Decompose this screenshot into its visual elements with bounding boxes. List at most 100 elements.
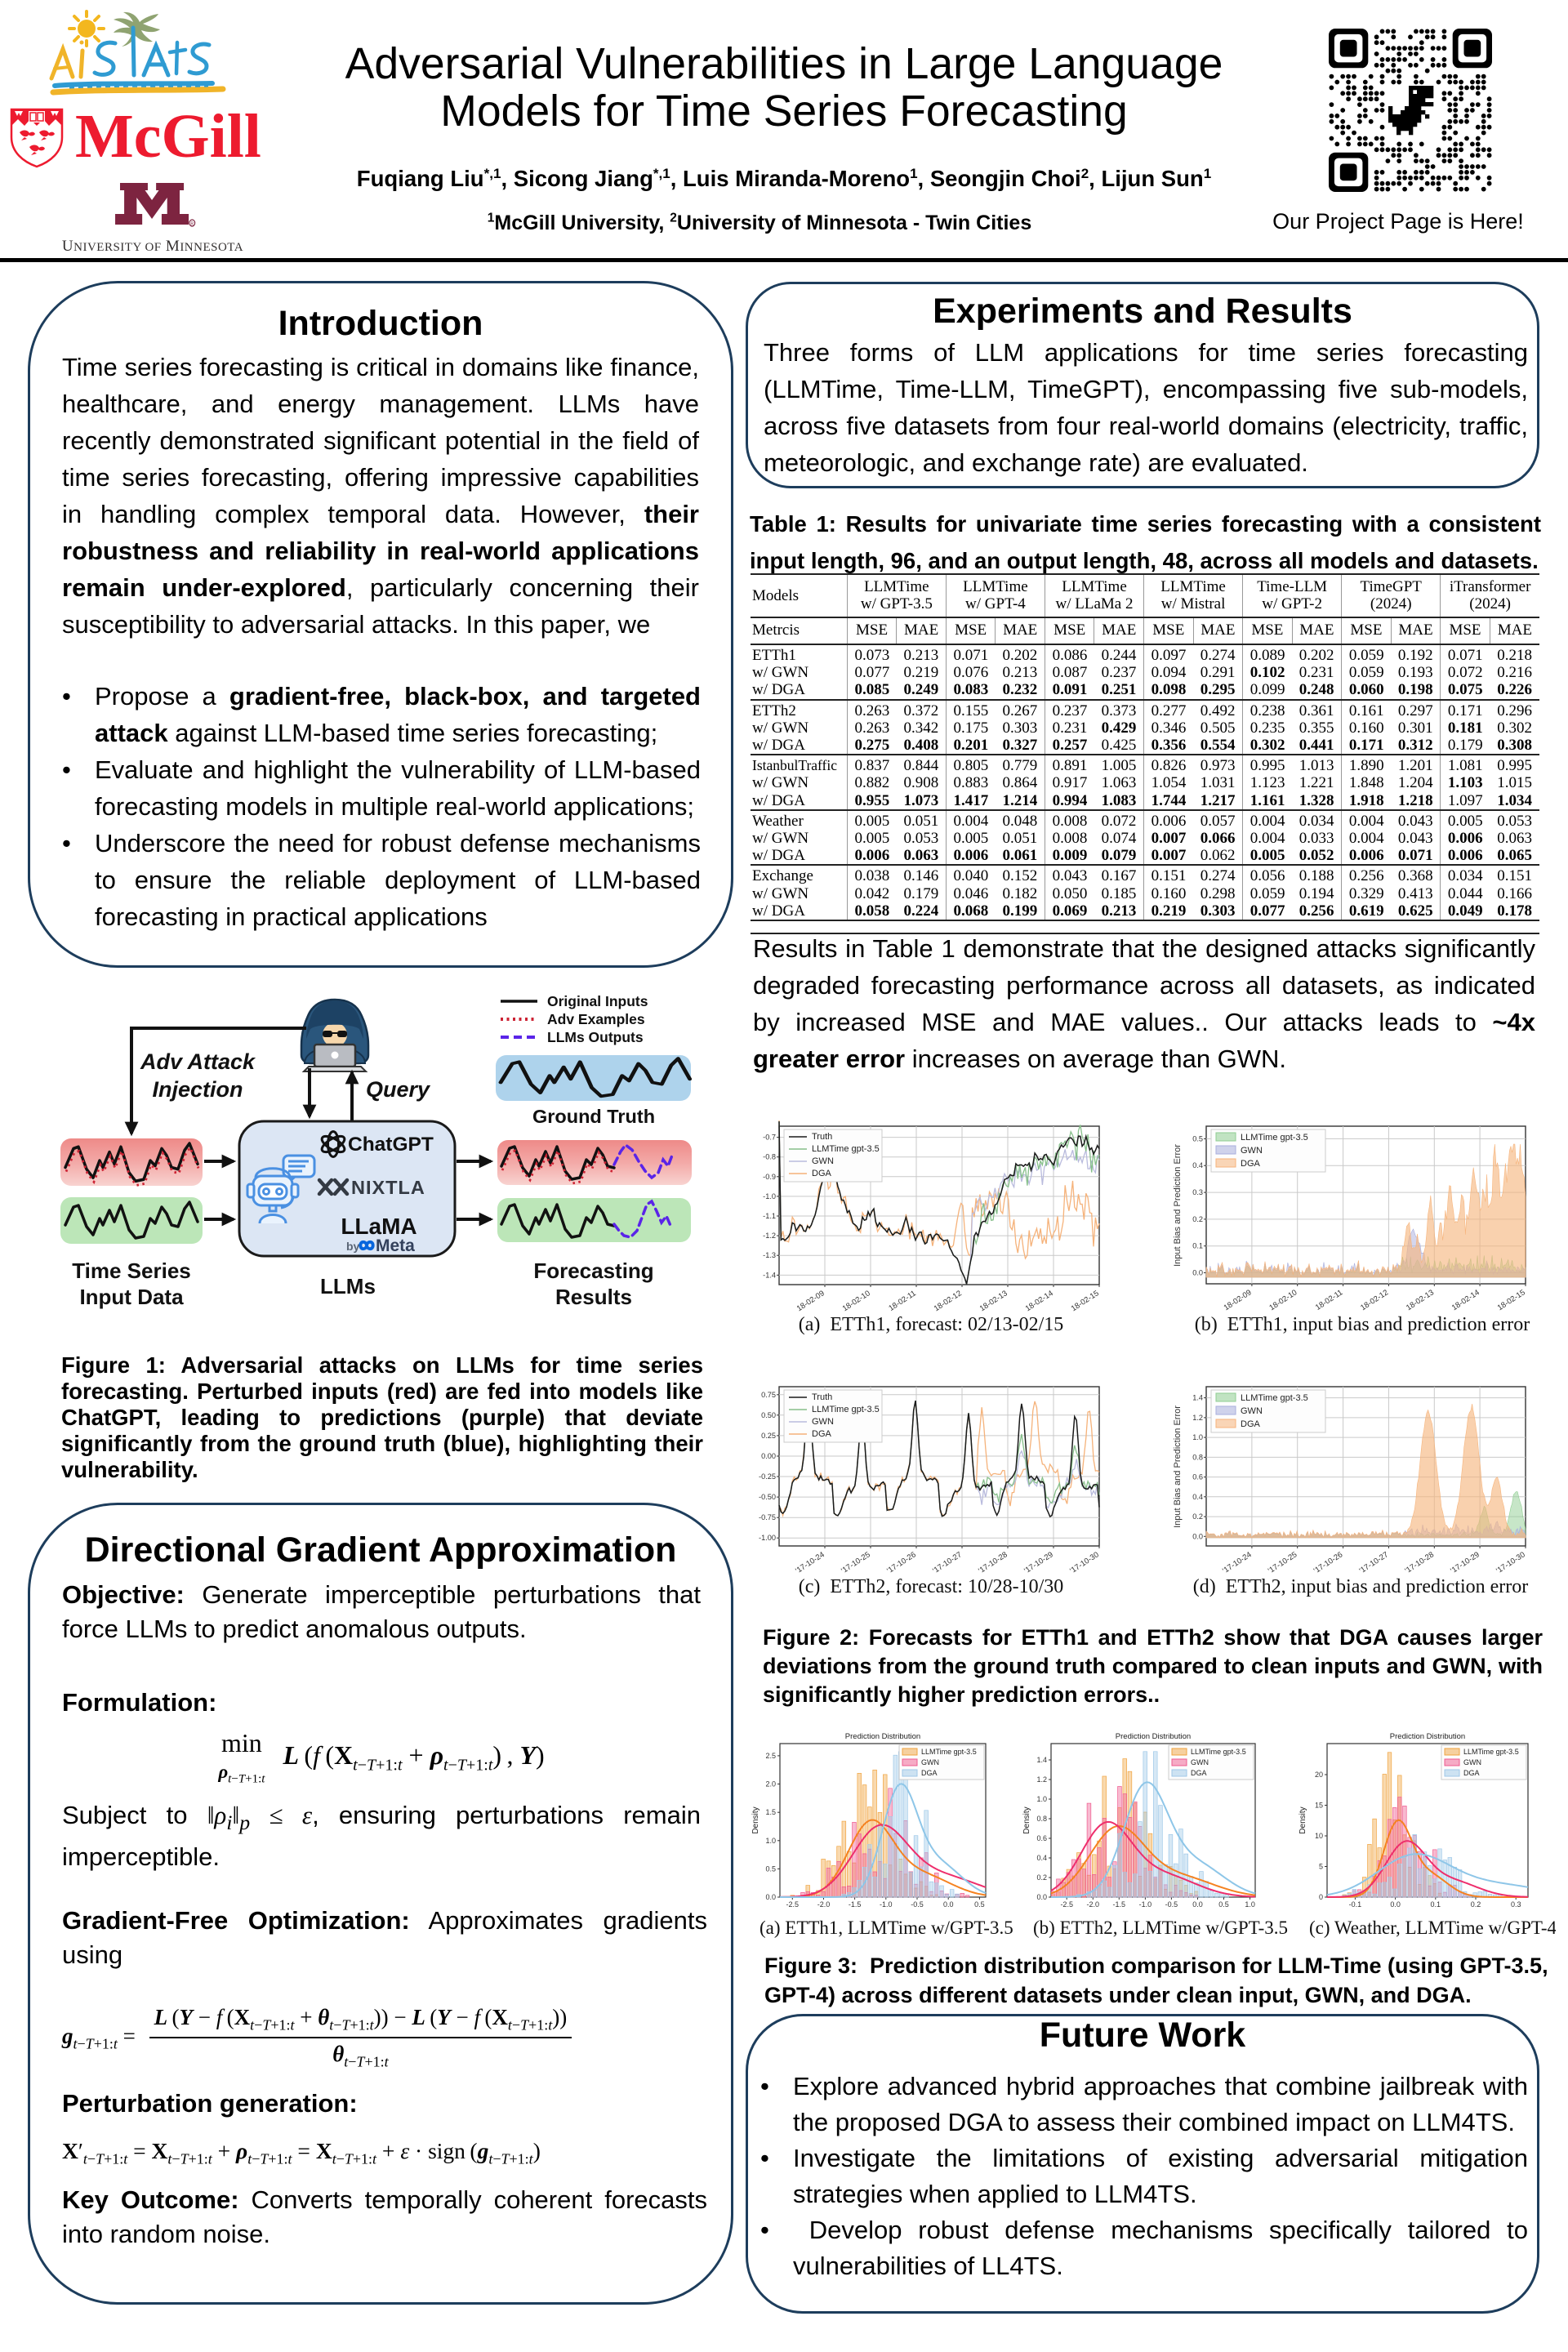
svg-text:DGA: DGA [1241, 1159, 1261, 1169]
svg-text:Forecasting: Forecasting [533, 1258, 653, 1283]
svg-text:0.0: 0.0 [1192, 1269, 1203, 1277]
svg-text:0.00: 0.00 [761, 1452, 776, 1460]
svg-text:'17-10-27: '17-10-27 [931, 1550, 963, 1575]
svg-text:0.5: 0.5 [765, 1864, 776, 1873]
svg-text:'17-10-30: '17-10-30 [1494, 1550, 1526, 1575]
svg-text:0.6: 0.6 [1192, 1473, 1203, 1481]
svg-text:DGA: DGA [1241, 1419, 1261, 1429]
svg-text:'17-10-30: '17-10-30 [1068, 1550, 1100, 1575]
svg-text:0.2: 0.2 [1192, 1512, 1203, 1521]
svg-text:-1.0: -1.0 [880, 1900, 893, 1909]
svg-text:LLMTime gpt-3.5: LLMTime gpt-3.5 [1241, 1393, 1308, 1403]
svg-text:-1.1: -1.1 [763, 1212, 776, 1220]
svg-text:18-02-13: 18-02-13 [978, 1289, 1009, 1313]
svg-text:(c) Weather, LLMTime w/GPT-4: (c) Weather, LLMTime w/GPT-4 [1309, 1918, 1556, 1938]
svg-text:0.50: 0.50 [761, 1411, 776, 1419]
svg-text:1.5: 1.5 [765, 1808, 776, 1816]
svg-text:'17-10-25: '17-10-25 [1267, 1550, 1298, 1575]
svg-text:0.2: 0.2 [1192, 1215, 1203, 1223]
svg-text:18-02-09: 18-02-09 [1223, 1288, 1254, 1312]
svg-text:DGA: DGA [921, 1769, 938, 1777]
svg-text:Meta: Meta [376, 1236, 415, 1255]
svg-text:0: 0 [1319, 1893, 1323, 1901]
svg-text:-1.00: -1.00 [759, 1534, 776, 1542]
svg-text:McGill: McGill [75, 105, 261, 168]
svg-text:Prediction Distribution: Prediction Distribution [1390, 1732, 1465, 1741]
svg-text:LLMTime gpt-3.5: LLMTime gpt-3.5 [1463, 1748, 1519, 1756]
svg-text:0.5: 0.5 [1192, 1134, 1203, 1143]
svg-text:'17-10-28: '17-10-28 [1404, 1550, 1436, 1575]
svg-text:'17-10-24: '17-10-24 [1221, 1550, 1253, 1575]
svg-text:0.5: 0.5 [974, 1900, 985, 1909]
svg-text:-2.5: -2.5 [1060, 1900, 1073, 1909]
svg-text:20: 20 [1315, 1771, 1323, 1779]
svg-text:GWN: GWN [921, 1758, 939, 1766]
svg-text:18-02-11: 18-02-11 [887, 1289, 917, 1313]
svg-text:15: 15 [1315, 1802, 1323, 1810]
svg-text:0.3: 0.3 [1192, 1188, 1203, 1196]
svg-text:DGA: DGA [1463, 1769, 1480, 1777]
svg-text:1.4: 1.4 [1036, 1756, 1047, 1764]
svg-text:GWN: GWN [812, 1156, 834, 1166]
svg-text:18-02-12: 18-02-12 [1359, 1288, 1390, 1312]
svg-text:-0.7: -0.7 [763, 1134, 776, 1142]
svg-text:-0.25: -0.25 [759, 1472, 776, 1481]
svg-text:Ground Truth: Ground Truth [532, 1106, 655, 1127]
svg-text:1.0: 1.0 [1036, 1795, 1047, 1803]
svg-text:DGA: DGA [812, 1169, 832, 1178]
svg-text:0.5: 0.5 [1218, 1900, 1229, 1909]
svg-text:(a) ETTh1, forecast: 02/13-02: (a) ETTh1, forecast: 02/13-02/15 [799, 1314, 1064, 1335]
svg-text:-0.1: -0.1 [1349, 1900, 1362, 1909]
svg-text:-1.2: -1.2 [763, 1232, 776, 1240]
svg-text:'17-10-26: '17-10-26 [1312, 1550, 1344, 1575]
svg-text:Prediction Distribution: Prediction Distribution [845, 1732, 920, 1741]
svg-text:18-02-10: 18-02-10 [841, 1289, 872, 1313]
svg-text:(c) ETTh2, forecast: 10/28-10: (c) ETTh2, forecast: 10/28-10/30 [799, 1576, 1064, 1597]
svg-text:-1.5: -1.5 [849, 1900, 862, 1909]
svg-text:1.0: 1.0 [1245, 1900, 1255, 1909]
svg-text:1.0: 1.0 [765, 1837, 776, 1845]
svg-text:0.0: 0.0 [1192, 1900, 1203, 1909]
svg-text:0.0: 0.0 [765, 1893, 776, 1901]
svg-text:18-02-10: 18-02-10 [1267, 1288, 1298, 1312]
svg-text:-0.9: -0.9 [763, 1173, 776, 1181]
svg-text:-2.0: -2.0 [1087, 1900, 1100, 1909]
svg-text:-1.5: -1.5 [1113, 1900, 1126, 1909]
svg-text:2.5: 2.5 [765, 1752, 776, 1760]
svg-text:1.4: 1.4 [1192, 1394, 1203, 1402]
svg-text:0.8: 0.8 [1036, 1815, 1047, 1823]
svg-text:'17-10-29: '17-10-29 [1449, 1550, 1481, 1575]
svg-text:Query: Query [366, 1077, 431, 1102]
svg-text:0.1: 0.1 [1431, 1900, 1441, 1909]
svg-text:-0.50: -0.50 [759, 1493, 776, 1501]
svg-text:2.0: 2.0 [765, 1780, 776, 1788]
svg-text:Input Bias and Prediction Erro: Input Bias and Prediction Error [1173, 1144, 1183, 1267]
svg-text:-1.0: -1.0 [1139, 1900, 1152, 1909]
svg-text:-2.0: -2.0 [817, 1900, 831, 1909]
svg-text:18-02-13: 18-02-13 [1405, 1288, 1436, 1312]
svg-text:0.0: 0.0 [1390, 1900, 1401, 1909]
svg-text:LLaMA: LLaMA [341, 1214, 416, 1239]
svg-text:(b) ETTh1, input bias and pre: (b) ETTh1, input bias and prediction err… [1195, 1314, 1530, 1335]
svg-text:'17-10-27: '17-10-27 [1358, 1550, 1390, 1575]
svg-text:LLMTime gpt-3.5: LLMTime gpt-3.5 [1241, 1133, 1308, 1143]
svg-text:'17-10-28: '17-10-28 [977, 1550, 1009, 1575]
svg-text:Results: Results [555, 1285, 632, 1309]
svg-text:LLMs Outputs: LLMs Outputs [547, 1029, 644, 1045]
svg-text:by: by [346, 1240, 360, 1253]
svg-text:(a) ETTh1, LLMTime w/GPT-3.5: (a) ETTh1, LLMTime w/GPT-3.5 [760, 1918, 1013, 1938]
svg-text:0.1: 0.1 [1192, 1242, 1203, 1250]
svg-text:5: 5 [1319, 1863, 1323, 1871]
svg-text:0.3: 0.3 [1511, 1900, 1521, 1909]
svg-text:LLMTime gpt-3.5: LLMTime gpt-3.5 [812, 1405, 880, 1414]
svg-text:18-02-14: 18-02-14 [1450, 1288, 1481, 1312]
svg-text:LLMs: LLMs [320, 1274, 376, 1298]
svg-text:(d) ETTh2, input bias and pre: (d) ETTh2, input bias and prediction err… [1193, 1576, 1529, 1597]
svg-text:Injection: Injection [152, 1077, 243, 1102]
svg-text:18-02-09: 18-02-09 [795, 1289, 826, 1313]
svg-text:Input Bias and Prediction Erro: Input Bias and Prediction Error [1173, 1405, 1183, 1528]
svg-text:Input Data: Input Data [79, 1285, 184, 1309]
svg-text:LLMTime gpt-3.5: LLMTime gpt-3.5 [921, 1748, 977, 1756]
svg-text:-0.5: -0.5 [1165, 1900, 1178, 1909]
svg-text:LLMTime gpt-3.5: LLMTime gpt-3.5 [1191, 1748, 1246, 1756]
